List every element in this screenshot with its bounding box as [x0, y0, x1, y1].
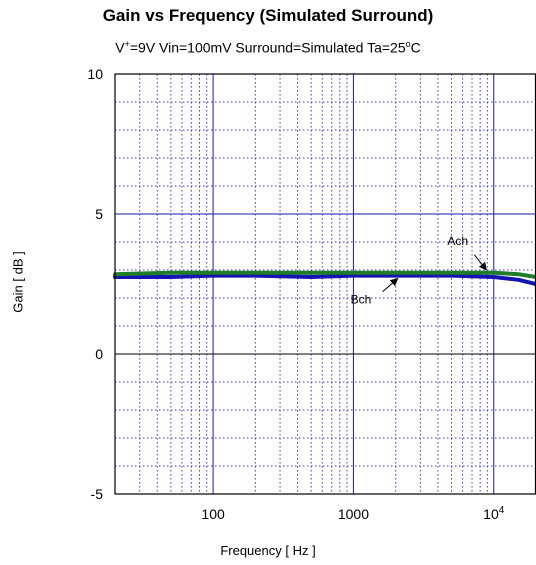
annotation-ach: Ach — [447, 234, 468, 248]
x-tick-base: 10 — [483, 506, 499, 522]
subtitle-part3: C — [410, 39, 421, 56]
x-tick-label: 100 — [201, 506, 225, 522]
minor-grid — [114, 74, 536, 494]
x-tick-label: 104 — [483, 505, 505, 522]
annotation-bch: Bch — [351, 293, 372, 307]
chart-title: Gain vs Frequency (Simulated Surround) — [102, 6, 434, 25]
major-grid — [115, 74, 536, 494]
annotation-arrow — [382, 277, 399, 292]
x-tick-label: 1000 — [338, 506, 369, 522]
y-tick-label: 0 — [95, 346, 103, 362]
y-tick-label: -5 — [91, 486, 104, 502]
subtitle-sup1: + — [124, 39, 130, 49]
annotation-arrow — [473, 254, 487, 271]
x-axis-label: Frequency [ Hz ] — [220, 543, 316, 558]
series-line-bch — [113, 273, 536, 286]
series-line-ach — [113, 270, 536, 279]
y-tick-label: 5 — [95, 206, 103, 222]
x-tick-exponent: 4 — [499, 505, 505, 516]
subtitle-part1: V — [115, 39, 125, 56]
chart-subtitle: V+=9V Vin=100mV Surround=Simulated Ta=25… — [0, 39, 536, 56]
series-layer — [113, 270, 536, 286]
y-tick-label: 10 — [87, 66, 103, 82]
annotations: Ach Bch — [351, 234, 487, 307]
subtitle-part2: =9V Vin=100mV Surround=Simulated Ta=25 — [129, 39, 406, 56]
subtitle-sup2: o — [405, 39, 411, 49]
